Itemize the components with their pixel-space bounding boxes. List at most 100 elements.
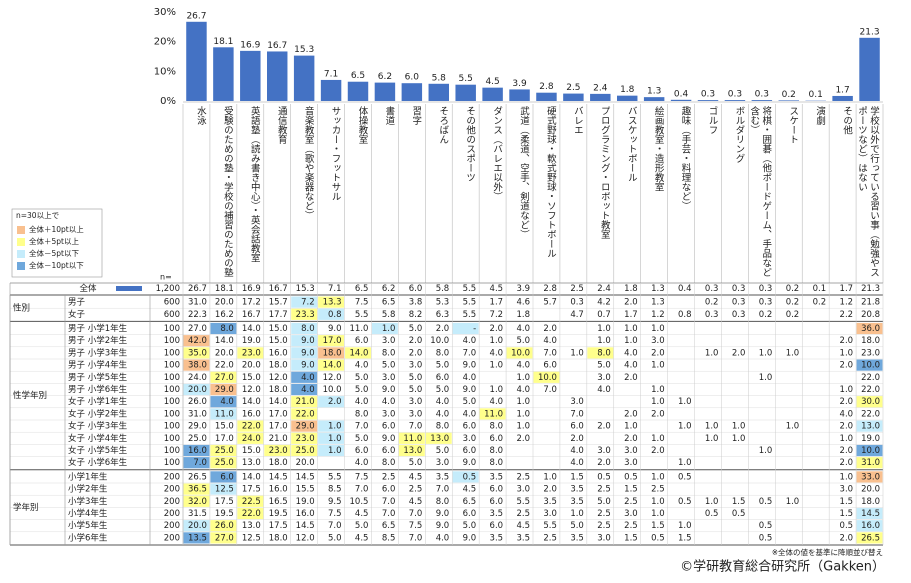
cell: 16.0 [269,485,288,495]
bar [320,79,342,101]
cell: 1.0 [678,521,692,531]
cell: 8.0 [436,348,450,358]
cell: 5.0 [597,497,611,507]
cell: 3.0 [409,397,423,407]
cell: 6.0 [543,361,557,371]
cell-shade [291,371,318,383]
cell: 3.0 [382,409,396,419]
cell: 3.0 [624,446,638,456]
cell: 1.0 [678,422,692,432]
cell: 5.0 [516,336,530,346]
cell: 6.2 [382,284,396,294]
cell: 0.3 [570,298,584,308]
cell: 3.0 [409,361,423,371]
cell: 8.5 [328,485,342,495]
row-n: 100 [164,324,180,334]
cell: 1.5 [840,509,854,519]
cell: 0.5 [759,533,773,543]
cell: 4.0 [624,348,638,358]
bar [751,100,773,101]
cell: 8.0 [301,324,315,334]
cell: 18.0 [861,336,880,346]
cell: 15.0 [242,446,261,456]
cell: 10.0 [861,361,880,371]
cell: 2.5 [597,521,611,531]
cell: 7.0 [382,497,396,507]
cell-shade [210,322,237,335]
cell-shade [856,322,883,335]
row-n: 100 [164,458,180,468]
cell: 4.5 [490,284,504,294]
cell: 21.8 [861,298,880,308]
cell-shade [210,520,237,532]
cell: 2.5 [624,521,638,531]
column-header: スケート [787,106,799,144]
column-header: その他 [841,106,853,135]
cell: 26.0 [188,397,207,407]
cell: 0.3 [705,310,719,320]
column-header: 書道 [383,106,395,125]
row-label: 男子 小学4年生 [68,360,128,371]
bar [670,99,692,101]
cell: 5.5 [543,521,557,531]
cell: 13.0 [242,458,261,468]
cell: 5.8 [382,310,396,320]
row-n: 600 [164,310,180,320]
cell: 4.0 [490,348,504,358]
cell: 13.0 [861,422,880,432]
cell: 27.0 [188,324,207,334]
row-n: 100 [164,385,180,395]
cell: 13.5 [188,533,207,543]
cell: 1.0 [705,348,719,358]
cell: 14.5 [269,472,288,482]
cell: 2.5 [597,485,611,495]
cell: 1.8 [516,310,530,320]
cell: 1.0 [490,336,504,346]
column-header: 硬式野球・軟式野球・ソフトボール [544,106,556,258]
cell: 2.5 [516,509,530,519]
cell: 23.0 [269,446,288,456]
cell: 1.0 [624,324,638,334]
cell: 18.0 [323,348,342,358]
cell: 1.0 [786,497,800,507]
row-label: 小学5年生 [68,520,108,531]
cell: 4.5 [355,509,369,519]
cell: 8.5 [382,533,396,543]
cell: 3.0 [516,485,530,495]
cell: 5.0 [436,385,450,395]
cell: 14.0 [269,397,288,407]
cell: 1.0 [705,422,719,432]
cell: 1.0 [651,397,665,407]
value-label: 6.0 [405,73,420,83]
cell: 1.0 [328,434,342,444]
cell-shade [856,507,883,520]
cell: 3.5 [570,497,584,507]
cell: 5.0 [328,533,342,543]
column-header: 絵画教室・造形教室 [652,106,664,192]
cell: 0.3 [759,298,773,308]
cell-shade [210,383,237,396]
group-label: 性別 [13,303,30,314]
cell: 1.7 [490,298,504,308]
y-tick-label: 20% [154,37,176,48]
cell: - [473,324,476,334]
cell-shade [264,444,291,457]
cell: 9.0 [301,336,315,346]
cell: 2.0 [436,324,450,334]
row-n: 100 [164,434,180,444]
cell: 2.0 [624,373,638,383]
cell: 17.5 [242,485,261,495]
cell: 5.0 [355,385,369,395]
cell: 24.0 [188,373,207,383]
cell-shade [452,471,479,483]
cell: 0.5 [597,472,611,482]
cell: 1.7 [840,284,854,294]
cell-shade [856,471,883,483]
cell-shade [856,359,883,371]
value-label: 0.4 [674,89,689,99]
row-label: 小学1年生 [68,471,108,482]
cell: 9.0 [382,385,396,395]
bar [859,37,880,101]
cell-shade [291,444,318,457]
row-n: 200 [164,485,180,495]
